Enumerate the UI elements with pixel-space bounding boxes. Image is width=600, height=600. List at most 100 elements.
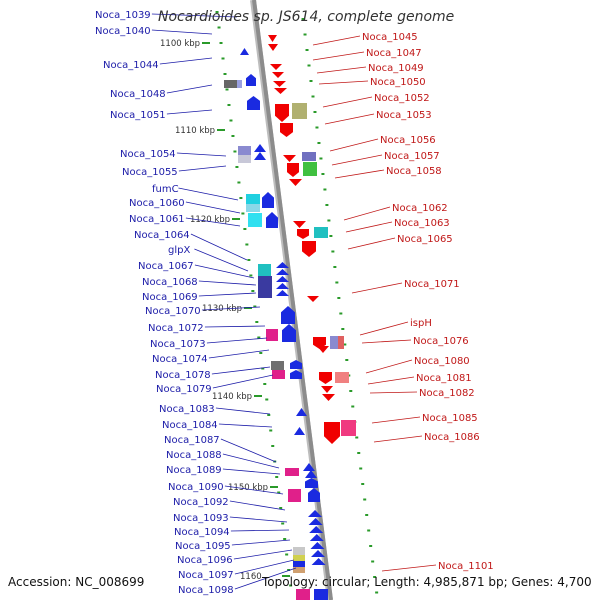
forward-gene-block [262,192,274,208]
gene-label-right: Noca_1081 [416,373,472,384]
gene-feature-box [293,567,305,573]
scale-label: 1150 kbp [228,483,268,493]
gene-label-leader [211,366,271,375]
scale-label: 1100 kbp [160,39,200,49]
gene-feature-box [292,103,307,119]
reverse-gene-arrow [289,179,302,186]
gene-label-right: Noca_1050 [370,77,426,88]
gene-label-leader [218,423,273,428]
reverse-gene-block [324,422,340,444]
gene-label-leader [233,549,293,560]
gene-label-left: fumC [152,184,179,195]
gene-label-left: Noca_1073 [150,339,206,350]
accession-text: Accession: NC_008699 [8,575,145,589]
forward-gene-block [282,324,296,342]
forward-gene-block [290,370,302,379]
genome-backbone [252,0,333,600]
forward-gene-block [246,74,256,86]
scale-label: 1120 kbp [190,215,230,225]
gene-label-left: Noca_1079 [156,384,212,395]
gene-feature-box [314,589,328,600]
gene-label-right: Noca_1045 [362,32,418,43]
gene-label-left: Noca_1097 [178,570,234,581]
reverse-gene-arrow [273,81,286,87]
gene-label-leader [194,264,255,279]
reverse-gene-block [297,229,309,239]
reverse-gene-arrow [270,64,282,70]
gene-label-left: Noca_1095 [175,541,231,552]
forward-gene-arrow [308,518,323,525]
forward-gene-arrow [296,408,307,416]
gene-label-left: Noca_1096 [177,555,233,566]
reverse-gene-block [280,123,293,137]
reverse-gene-arrow [268,44,278,51]
gene-label-right: Noca_1053 [376,110,432,121]
forward-gene-arrow [305,470,317,478]
gene-label-leader [371,416,421,424]
gene-label-right: Noca_1058 [386,166,442,177]
gene-label-leader [222,468,281,475]
gene-label-leader [365,359,413,374]
gene-label-right: Noca_1049 [368,63,424,74]
gene-label-leader [312,51,365,61]
gene-label-leader [229,500,286,511]
gene-label-leader [324,113,375,125]
gene-label-leader [166,84,213,94]
gene-feature-box [338,336,344,349]
forward-gene-arrow [276,276,289,282]
gene-label-leader [234,567,297,590]
gene-label-left: Noca_1084 [162,420,218,431]
forward-gene-arrow [309,526,324,533]
forward-gene-block [281,306,295,324]
reverse-gene-arrow [283,155,296,162]
forward-gene-arrow [276,269,289,275]
gene-label-leader [318,80,369,85]
gene-label-left: Noca_1072 [148,323,204,334]
gene-label-leader [159,57,213,65]
gene-label-leader [206,337,268,344]
gene-label-left: Noca_1094 [174,527,230,538]
gene-label-left: Noca_1054 [120,149,176,160]
gene-label-leader [229,516,288,523]
gene-feature-box [303,162,317,176]
reverse-gene-arrow [317,346,329,353]
reverse-gene-arrow [272,72,284,78]
gene-label-left: Noca_1074 [152,354,208,365]
gene-label-right: Noca_1057 [384,151,440,162]
reverse-gene-arrow [307,296,319,302]
gene-label-left: Noca_1098 [178,585,234,596]
gene-label-leader [361,339,412,344]
gene-label-leader [215,407,271,415]
gene-label-leader [166,109,213,115]
gene-feature-box [238,155,251,163]
reverse-gene-arrow [293,221,306,228]
forward-gene-arrow [276,283,289,289]
gene-label-leader [322,96,373,108]
gene-feature-box [293,547,305,555]
gene-feature-box [330,336,338,349]
reverse-gene-block [287,163,299,177]
gene-feature-box [302,152,316,161]
gene-label-leader [198,292,257,297]
gene-feature-box [248,213,262,227]
gene-label-left: Noca_1039 [95,10,151,21]
gene-label-leader [312,35,361,46]
gene-label-right: Noca_1052 [374,93,430,104]
gene-label-leader [334,169,385,179]
forward-gene-arrow [303,463,315,471]
gene-label-leader [373,435,423,443]
gene-feature-box [288,489,301,502]
gene-label-leader [351,282,403,294]
gene-label-left: Noca_1092 [173,497,229,508]
scale-label: 1110 kbp [175,126,215,136]
gene-label-right: Noca_1065 [397,234,453,245]
gene-label-leader [359,321,409,336]
gene-label-leader [231,539,291,546]
gene-label-leader [212,374,274,389]
gene-label-left: Noca_1061 [129,214,185,225]
gene-feature-box [293,555,305,561]
gene-label-leader [151,13,238,18]
gene-label-left: Noca_1055 [122,167,178,178]
gene-label-right: Noca_1062 [392,203,448,214]
